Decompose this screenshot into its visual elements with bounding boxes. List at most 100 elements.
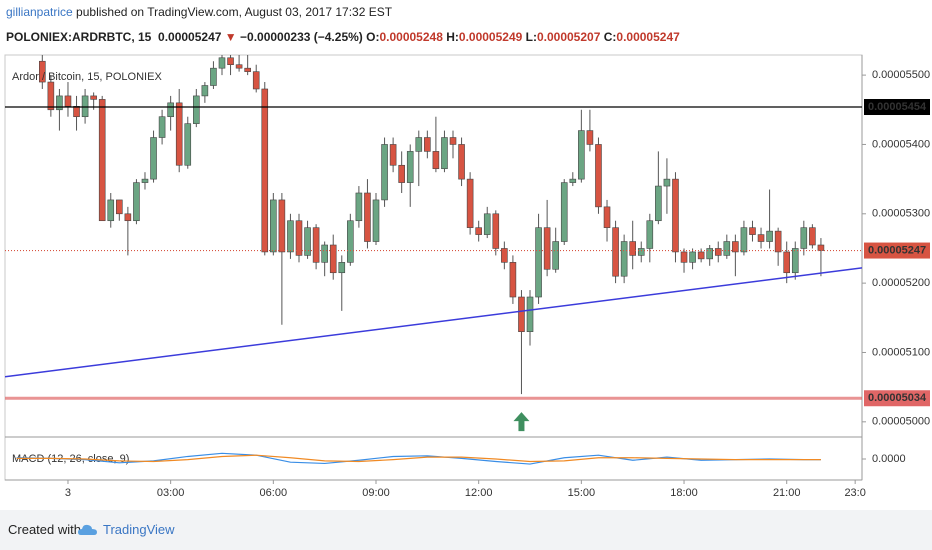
plot [5,55,862,395]
x-tick-label: 12:00 [465,487,493,499]
candle-body [415,137,423,152]
candle-body [175,102,183,166]
candle-body [261,88,269,253]
chart: 0.00005000 0.00005100 0.00005200 0.00005300… [4,54,930,499]
x-tick-label: 18:00 [670,487,698,499]
candle-body [432,151,440,170]
candle-body [133,182,140,222]
candle-body [98,99,106,222]
level-box [864,99,930,116]
x-tick-label: 3 [65,487,71,499]
brand[interactable]: TradingView [103,522,175,537]
candle-body [569,178,577,183]
candle-body [304,227,311,256]
candle-body [492,213,500,249]
macd-tick-label: 0.0000 [872,453,906,465]
y-tick-label: 0.00005400 [872,138,930,150]
candle-body [603,206,611,228]
candle-body [372,199,380,242]
candle-body [124,213,132,222]
y-tick-label: 0.00005300 [872,208,930,220]
candle-body [406,151,414,183]
candle-body [441,137,448,170]
candle-body [201,85,209,97]
symbol: POLONIEX:ARDRBTC, 15 [6,30,152,44]
level-box [864,242,930,259]
candle-body [158,116,166,138]
candle-body [312,227,320,263]
candle-body [800,227,808,249]
candle-body [210,67,217,86]
candle-body [381,144,388,201]
candle-body [64,95,72,107]
candle-body [560,182,568,242]
candle-body [586,130,594,145]
candle-body [509,262,517,298]
ohlc-value: 0.00005247 [616,30,680,44]
candle-body [629,241,636,256]
candle-body [749,227,756,235]
footer: Created with TradingView [0,510,932,550]
candle-body [116,199,123,215]
change: −0.00000233 (−4.25%) [240,30,363,44]
candle-body [783,251,790,274]
level-label: 0.00005247 [868,244,926,256]
candle-body [706,248,713,260]
chart-title: Ardor / Bitcoin, 15, POLONIEX [12,71,162,83]
logo [78,524,97,535]
candle-body [39,60,46,83]
ohlc-value: 0.00005249 [458,30,523,44]
candle-body [543,227,551,270]
candle-body [81,95,89,118]
symbol-line: POLONIEX:ARDRBTC, 15 0.00005247 ▼ −0.000… [6,29,680,46]
candle-body [141,178,149,183]
candle-body [295,220,303,256]
candle-body [774,230,782,253]
author[interactable]: gillianpatrice [6,5,73,19]
candle-body [689,251,696,263]
x-tick-label: 06:00 [260,487,288,499]
candle-body [740,227,748,253]
candle-body [672,178,679,253]
header: gillianpatrice published on TradingView.… [6,4,680,46]
candle-body [364,192,371,242]
arrow [513,412,530,432]
candle-body [663,178,671,187]
trendline [5,267,862,378]
candle-body [424,137,431,152]
candle-body [697,251,705,260]
candle-body [655,185,662,222]
candle-body [518,296,525,332]
candle-body [167,102,174,118]
candle-body [526,296,534,332]
macd-line [16,454,821,463]
level-box [864,390,930,407]
x-tick-label: 03:00 [157,487,185,499]
y-tick-label: 0.00005100 [872,346,930,358]
candle-body [449,137,457,145]
candle-body [791,248,799,274]
candle-body [646,220,654,249]
ohlc-label: C: [603,30,617,44]
candle-body [252,71,260,90]
created-with: Created with [8,522,81,537]
x-tick-label: 15:00 [568,487,596,499]
candle-body [766,230,773,242]
candle-body [398,164,405,183]
candle-body [47,81,55,111]
candle-body [218,57,226,69]
x-tick-label: 21:00 [773,487,801,499]
candle-body [150,137,157,180]
candle-body [732,241,739,253]
candle-body [483,213,491,235]
x-tick-label: 23:0 [844,487,865,499]
candle-body [278,199,286,253]
candle-body [552,241,559,270]
y-tick-label: 0.00005500 [872,69,930,81]
candle-body [287,220,294,253]
candle-body [73,106,80,118]
level-label: 0.00005454 [868,101,927,113]
candle-body [347,220,354,263]
candle-body [595,144,602,208]
ohlc-value: 0.00005207 [536,30,601,44]
